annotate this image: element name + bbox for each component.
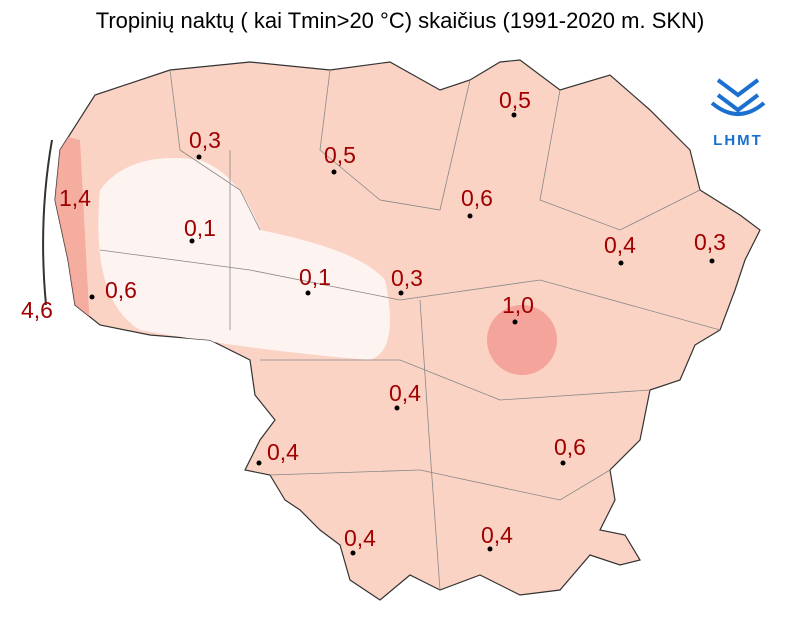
station-dot xyxy=(709,258,715,264)
station-label: 4,6 xyxy=(21,297,53,323)
station-label: 0,4 xyxy=(481,522,513,548)
station-dot xyxy=(331,169,337,175)
station-label: 0,5 xyxy=(499,87,531,113)
station-dot xyxy=(512,319,518,325)
logo: LHMT xyxy=(710,78,766,149)
station-dot xyxy=(305,290,311,296)
station-dot xyxy=(487,546,493,552)
station-dot xyxy=(256,460,262,466)
station-dot xyxy=(189,238,195,244)
map-title: Tropinių naktų ( kai Tmin>20 °C) skaičiu… xyxy=(96,8,705,33)
station-dot xyxy=(467,213,473,219)
station-label: 0,6 xyxy=(105,277,137,303)
station-label: 0,3 xyxy=(391,265,423,291)
station-label: 0,6 xyxy=(554,434,586,460)
station-dot xyxy=(560,460,566,466)
station-dot xyxy=(89,294,95,300)
station-dot xyxy=(196,154,202,160)
station-label: 0,4 xyxy=(389,380,421,406)
station-label: 1,4 xyxy=(59,185,91,211)
logo-text: LHMT xyxy=(713,132,763,149)
station-label: 1,0 xyxy=(502,292,534,318)
station-label: 0,4 xyxy=(267,439,299,465)
country xyxy=(42,59,761,601)
station-dot xyxy=(511,112,517,118)
station-label: 0,3 xyxy=(189,127,221,153)
station-label: 0,4 xyxy=(344,525,376,551)
station-dot xyxy=(398,290,404,296)
station-label: 0,5 xyxy=(324,142,356,168)
station-dot xyxy=(394,405,400,411)
station-label: 0,3 xyxy=(694,229,726,255)
station-label: 0,1 xyxy=(184,215,216,241)
station-label: 0,4 xyxy=(604,232,636,258)
station-label: 0,6 xyxy=(461,185,493,211)
station-label: 0,1 xyxy=(299,264,331,290)
station-dot xyxy=(618,260,624,266)
station-dot xyxy=(350,550,356,556)
